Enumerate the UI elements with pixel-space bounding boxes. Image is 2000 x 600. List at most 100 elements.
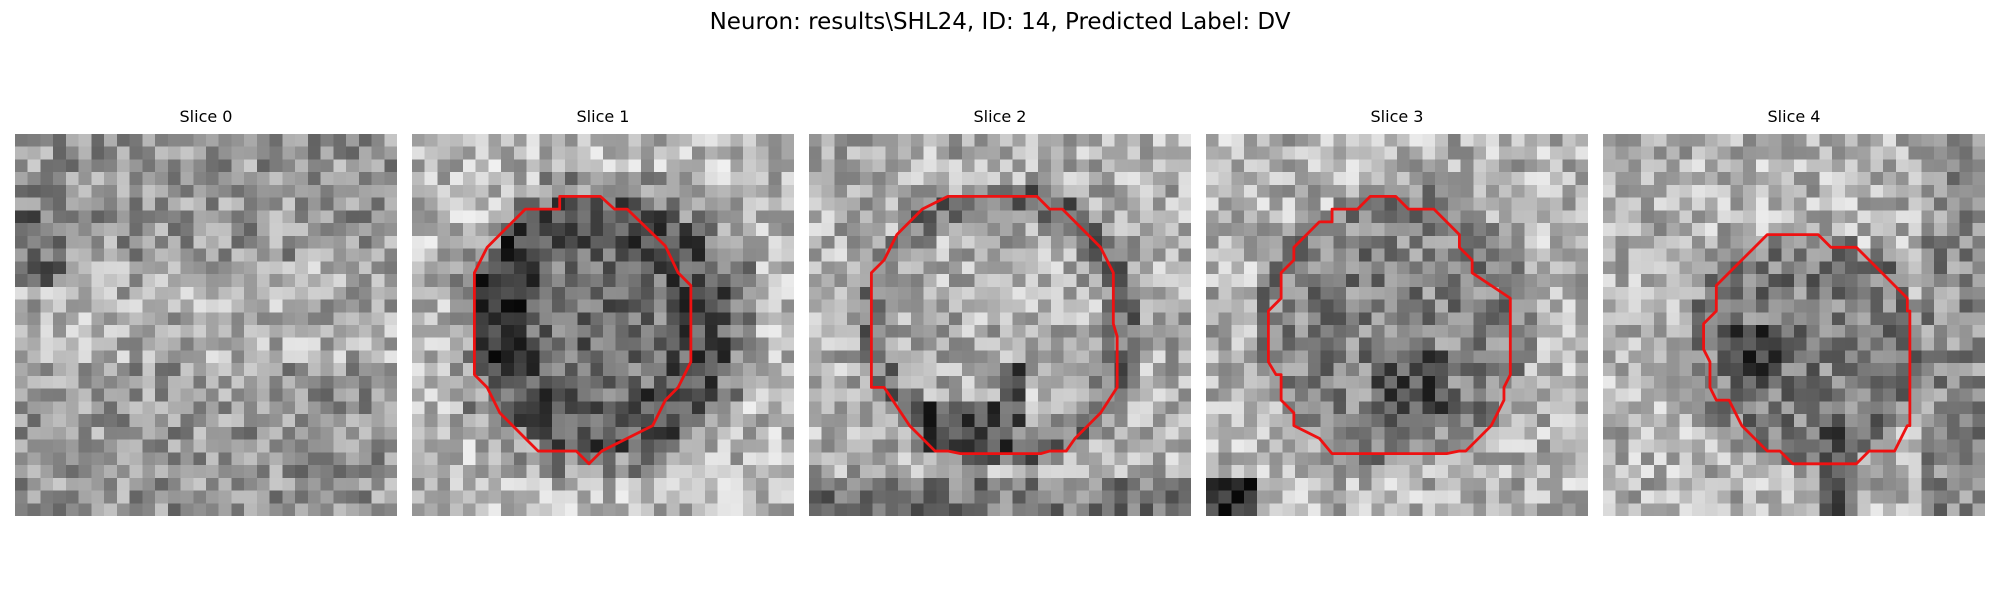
pixel xyxy=(910,197,924,211)
pixel xyxy=(590,210,604,224)
pixel xyxy=(1307,477,1321,491)
pixel xyxy=(501,312,515,326)
pixel xyxy=(206,210,219,224)
pixel xyxy=(679,210,693,224)
pixel xyxy=(1575,134,1588,147)
pixel xyxy=(1140,159,1154,173)
pixel xyxy=(1511,477,1525,491)
pixel xyxy=(244,426,258,440)
pixel xyxy=(781,426,794,440)
pixel xyxy=(679,197,693,211)
pixel xyxy=(513,439,527,453)
pixel xyxy=(91,375,105,389)
pixel xyxy=(424,223,438,237)
pixel xyxy=(961,414,975,428)
pixel xyxy=(1358,235,1372,249)
pixel xyxy=(1346,503,1360,516)
pixel xyxy=(27,235,41,249)
pixel xyxy=(1730,261,1744,275)
pixel xyxy=(821,325,835,338)
pixel xyxy=(628,197,642,211)
pixel xyxy=(1076,299,1090,313)
pixel xyxy=(193,465,207,479)
pixel xyxy=(821,286,835,300)
pixel xyxy=(1447,363,1461,377)
slice-image xyxy=(1206,134,1588,516)
pixel xyxy=(936,426,950,440)
pixel xyxy=(910,477,924,491)
pixel xyxy=(206,325,219,338)
pixel xyxy=(1384,312,1398,326)
pixel xyxy=(1946,274,1960,288)
pixel xyxy=(218,235,232,249)
pixel xyxy=(1346,337,1360,351)
pixel xyxy=(1282,235,1296,249)
pixel xyxy=(768,477,782,491)
pixel xyxy=(552,426,566,440)
pixel xyxy=(307,325,321,338)
pixel xyxy=(142,503,156,516)
pixel xyxy=(1101,325,1115,338)
pixel xyxy=(218,503,232,516)
pixel xyxy=(1603,337,1616,351)
pixel xyxy=(1422,286,1436,300)
pixel xyxy=(730,452,744,466)
pixel xyxy=(104,248,118,262)
pixel xyxy=(1730,375,1744,389)
pixel xyxy=(1755,312,1769,326)
pixel xyxy=(1358,325,1372,338)
pixel xyxy=(1076,401,1090,415)
pixel xyxy=(1486,248,1500,262)
pixel xyxy=(27,197,41,211)
pixel xyxy=(1895,452,1909,466)
pixel xyxy=(1140,439,1154,453)
pixel xyxy=(1333,312,1347,326)
pixel xyxy=(218,223,232,237)
pixel xyxy=(1615,452,1629,466)
pixel xyxy=(1946,490,1960,504)
pixel xyxy=(1549,235,1563,249)
pixel xyxy=(1666,159,1680,173)
pixel xyxy=(193,172,207,186)
pixel xyxy=(1371,159,1385,173)
pixel xyxy=(1615,490,1629,504)
pixel xyxy=(1269,490,1283,504)
pixel xyxy=(539,388,553,402)
pixel xyxy=(692,184,706,198)
pixel xyxy=(653,490,667,504)
pixel xyxy=(1972,477,1985,491)
pixel xyxy=(142,401,156,415)
pixel xyxy=(346,477,360,491)
pixel xyxy=(961,477,975,491)
pixel xyxy=(730,337,744,351)
pixel xyxy=(1384,388,1398,402)
pixel xyxy=(155,490,169,504)
pixel xyxy=(603,503,616,516)
pixel xyxy=(180,184,194,198)
pixel xyxy=(1959,337,1973,351)
pixel xyxy=(564,401,578,415)
pixel xyxy=(1282,146,1296,160)
pixel xyxy=(730,299,744,313)
pixel xyxy=(847,375,861,389)
pixel xyxy=(653,274,667,288)
pixel xyxy=(1038,337,1052,351)
pixel xyxy=(129,210,143,224)
pixel xyxy=(1140,197,1154,211)
pixel xyxy=(424,401,438,415)
pixel xyxy=(1114,503,1128,516)
pixel xyxy=(333,274,347,288)
pixel xyxy=(1320,299,1334,313)
pixel xyxy=(1384,274,1398,288)
pixel xyxy=(244,261,258,275)
pixel xyxy=(1603,426,1616,440)
pixel xyxy=(1768,375,1782,389)
pixel xyxy=(1704,439,1718,453)
pixel xyxy=(961,465,975,479)
pixel xyxy=(1000,261,1013,275)
pixel xyxy=(641,286,655,300)
pixel xyxy=(1498,439,1512,453)
pixel xyxy=(577,477,591,491)
pixel xyxy=(526,414,540,428)
pixel xyxy=(78,248,92,262)
